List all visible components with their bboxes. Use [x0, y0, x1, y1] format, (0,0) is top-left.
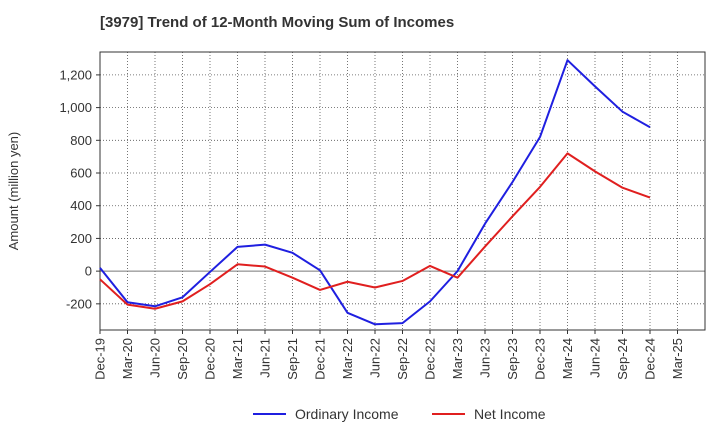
x-tick-label: Mar-21	[230, 338, 245, 379]
x-tick-label: Jun-20	[148, 338, 163, 378]
x-tick-label: Mar-23	[450, 338, 465, 379]
x-tick-label: Dec-23	[533, 338, 548, 380]
y-tick-label: 600	[70, 166, 92, 181]
y-tick-label: 0	[85, 264, 92, 279]
y-tick-label: 400	[70, 198, 92, 213]
y-axis-label: Amount (million yen)	[6, 132, 21, 251]
x-tick-label: Dec-22	[423, 338, 438, 380]
y-tick-label: -200	[66, 296, 92, 311]
x-tick-label: Jun-24	[588, 338, 603, 378]
chart-title: [3979] Trend of 12-Month Moving Sum of I…	[100, 14, 455, 31]
x-tick-label: Sep-21	[285, 338, 300, 380]
net-income-line	[99, 152, 651, 310]
y-tick-label: 800	[70, 133, 92, 148]
y-axis-ticks: -200 0 200 400 600 800 1,000 1,200	[59, 67, 100, 311]
x-tick-label: Jun-21	[258, 338, 273, 378]
legend: Ordinary Income Net Income	[253, 406, 546, 422]
x-tick-label: Jun-22	[368, 338, 383, 378]
grid	[100, 52, 705, 330]
y-tick-label: 1,000	[59, 100, 92, 115]
y-tick-label: 1,200	[59, 67, 92, 82]
x-tick-label: Mar-24	[560, 338, 575, 379]
x-tick-label: Sep-22	[395, 338, 410, 380]
x-tick-label: Mar-25	[670, 338, 685, 379]
legend-label-net-income: Net Income	[474, 406, 546, 422]
x-tick-label: Dec-19	[93, 338, 108, 380]
legend-label-ordinary-income: Ordinary Income	[295, 406, 399, 422]
series-lines	[99, 59, 651, 326]
ordinary-income-line	[99, 59, 651, 326]
x-tick-label: Sep-23	[505, 338, 520, 380]
x-tick-label: Sep-20	[175, 338, 190, 380]
x-axis-ticks: Dec-19 Mar-20 Jun-20 Sep-20 Dec-20 Mar-21 Jun-…	[93, 330, 685, 380]
x-tick-label: Dec-21	[313, 338, 328, 380]
x-tick-label: Mar-20	[120, 338, 135, 379]
x-tick-label: Sep-24	[615, 338, 630, 380]
x-tick-label: Mar-22	[340, 338, 355, 379]
y-tick-label: 200	[70, 231, 92, 246]
x-tick-label: Dec-20	[203, 338, 218, 380]
x-tick-label: Dec-24	[643, 338, 658, 380]
x-tick-label: Jun-23	[478, 338, 493, 378]
